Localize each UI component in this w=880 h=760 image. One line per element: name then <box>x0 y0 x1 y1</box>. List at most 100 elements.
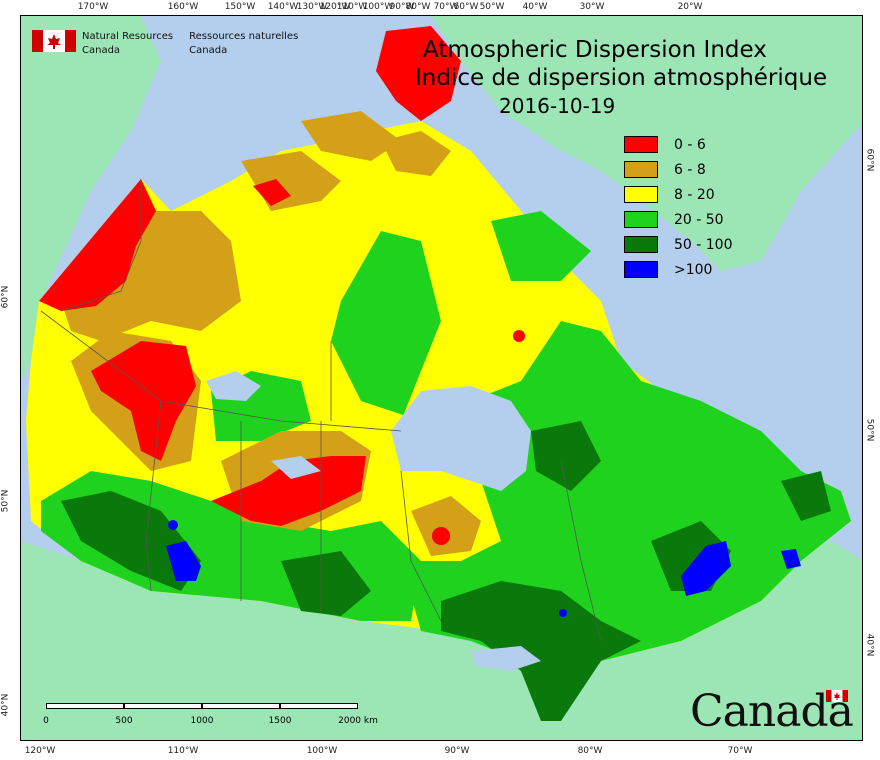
blue-nova-scotia <box>781 549 801 569</box>
blue-spot-ontario <box>559 609 567 617</box>
boundary-yukon <box>60 179 142 312</box>
legend-item: >100 <box>624 257 733 282</box>
great-lakes <box>471 646 541 671</box>
darkgreen-labrador <box>531 421 601 491</box>
wordmark-flag-icon <box>826 690 848 702</box>
red-spot-hudson <box>432 527 450 545</box>
agency-english-line1: Natural Resources <box>82 31 174 42</box>
scale-segment <box>46 703 124 709</box>
legend-label: 8 - 20 <box>674 186 715 203</box>
tick-label: 60°N <box>0 285 11 309</box>
green-zone-arctic <box>491 211 591 281</box>
tick-label: 70°W <box>727 746 753 756</box>
great-slave-lake <box>271 456 321 479</box>
blue-lake-region <box>166 541 201 581</box>
tick-label: 30°W <box>579 2 605 12</box>
map-canvas <box>21 16 862 740</box>
red-bc-north <box>91 341 196 461</box>
darkgreen-ontario <box>441 581 641 721</box>
tick-label: 170°W <box>77 2 109 12</box>
legend: 0 - 6 6 - 8 8 - 20 20 - 50 50 - 100 >100 <box>624 132 733 282</box>
title-date: 2016-10-19 <box>499 94 616 118</box>
blue-spot <box>168 520 178 530</box>
tick-label: 120°W <box>319 2 351 12</box>
agency-french-line1: Ressources naturelles <box>189 31 299 42</box>
legend-label: 50 - 100 <box>674 236 733 253</box>
tick-label: 50°N <box>0 489 11 513</box>
tick-label: 130°W <box>296 2 328 12</box>
tick-label: 100°W <box>306 746 338 756</box>
darkgreen-prairie <box>281 551 371 616</box>
red-yukon <box>39 179 156 311</box>
tick-label: 160°W <box>167 2 199 12</box>
legend-swatch <box>624 261 658 278</box>
legend-label: 0 - 6 <box>674 136 706 153</box>
scale-label: 1500 <box>268 716 292 726</box>
legend-item: 8 - 20 <box>624 182 733 207</box>
legend-swatch <box>624 186 658 203</box>
tick-label: 40°N <box>0 693 11 717</box>
red-spot-baffin <box>513 330 525 342</box>
orange-yukon <box>61 211 241 341</box>
tick-label: 60°N <box>864 148 875 172</box>
legend-swatch <box>624 136 658 153</box>
legend-item: 0 - 6 <box>624 132 733 157</box>
legend-swatch <box>624 161 658 178</box>
scale-label: 2000 km <box>338 716 378 726</box>
scale-segment <box>124 703 202 709</box>
agency-french-line2: Canada <box>189 45 228 56</box>
orange-arctic-3 <box>381 131 451 176</box>
tick-label: 100°W <box>362 2 394 12</box>
boundary-60n <box>40 310 402 432</box>
scale-track: 0 500 1000 1500 2000 km <box>43 703 378 726</box>
scale-segment <box>202 703 280 709</box>
usa-land <box>21 541 862 740</box>
legend-swatch <box>624 211 658 228</box>
scale-label: 500 <box>115 716 133 726</box>
legend-label: 6 - 8 <box>674 161 706 178</box>
scale-label: 0 <box>43 716 49 726</box>
tick-label: 120°W <box>24 746 56 756</box>
tick-label: 80°W <box>577 746 603 756</box>
title-french: Indice de dispersion atmosphérique <box>415 65 828 91</box>
boundary-on-qc <box>560 460 602 642</box>
tick-label: 70°W <box>433 2 459 12</box>
agency-name-english: Natural Resources Canada <box>82 30 173 58</box>
scale-label: 1000 <box>190 716 214 726</box>
blue-gulf-region <box>681 541 731 596</box>
legend-swatch <box>624 236 658 253</box>
orange-arctic-2 <box>301 111 401 161</box>
tick-label: 80°W <box>405 2 431 12</box>
tick-label: 40°N <box>864 633 875 657</box>
darkgreen-bc <box>61 491 201 591</box>
hudson-bay <box>391 386 531 491</box>
tick-label: 140°W <box>267 2 299 12</box>
legend-label: >100 <box>674 261 713 278</box>
agency-name-french: Ressources naturelles Canada <box>189 30 298 58</box>
legend-item: 50 - 100 <box>624 232 733 257</box>
scale-bar: 0 500 1000 1500 2000 km <box>43 703 378 726</box>
red-central <box>211 456 366 526</box>
red-ellesmere <box>376 26 461 121</box>
tick-label: 110°W <box>336 2 368 12</box>
tick-label: 110°W <box>167 746 199 756</box>
agency-english-line2: Canada <box>82 45 121 56</box>
map-area <box>20 15 863 741</box>
scale-segment <box>280 703 358 709</box>
alaska-land <box>21 16 161 381</box>
canada-flag-icon <box>32 30 76 52</box>
tick-label: 40°W <box>522 2 548 12</box>
great-bear-lake <box>206 371 261 401</box>
map-title: Atmospheric Dispersion Index Indice de d… <box>415 36 855 120</box>
title-english: Atmospheric Dispersion Index <box>423 37 767 63</box>
legend-label: 20 - 50 <box>674 211 724 228</box>
legend-item: 6 - 8 <box>624 157 733 182</box>
tick-label: 90°W <box>389 2 415 12</box>
legend-item: 20 - 50 <box>624 207 733 232</box>
darkgreen-nfld <box>781 471 831 521</box>
tick-label: 60°W <box>453 2 479 12</box>
boundary-mb-on <box>400 470 442 622</box>
orange-hudson <box>411 496 481 556</box>
tick-label: 90°W <box>444 746 470 756</box>
